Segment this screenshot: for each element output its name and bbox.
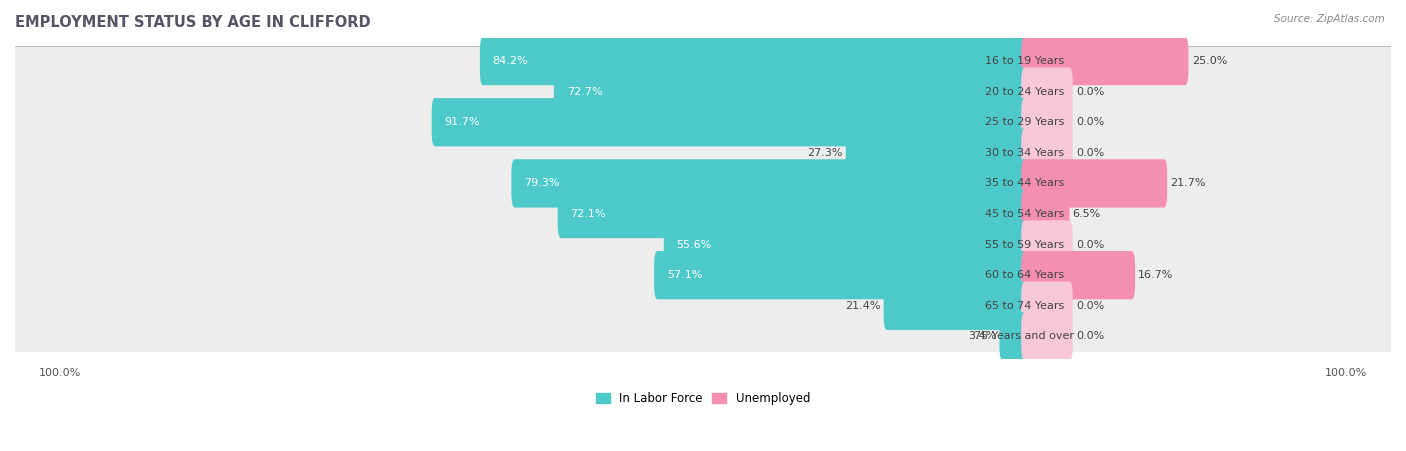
Bar bbox=[15, 168, 1391, 199]
Bar bbox=[15, 321, 1391, 352]
Bar bbox=[15, 290, 1391, 321]
FancyBboxPatch shape bbox=[1021, 221, 1073, 269]
Text: 0.0%: 0.0% bbox=[1076, 331, 1104, 341]
FancyBboxPatch shape bbox=[1021, 312, 1073, 360]
Bar bbox=[15, 229, 1391, 260]
FancyBboxPatch shape bbox=[884, 281, 1028, 330]
Text: 35 to 44 Years: 35 to 44 Years bbox=[984, 179, 1064, 189]
FancyBboxPatch shape bbox=[1021, 37, 1188, 85]
Bar bbox=[15, 107, 1391, 138]
FancyBboxPatch shape bbox=[1021, 281, 1073, 330]
FancyBboxPatch shape bbox=[1000, 312, 1028, 360]
Text: 3.4%: 3.4% bbox=[967, 331, 997, 341]
Text: 0.0%: 0.0% bbox=[1076, 239, 1104, 249]
FancyBboxPatch shape bbox=[1021, 129, 1073, 177]
Text: 21.4%: 21.4% bbox=[845, 301, 880, 311]
Text: 72.1%: 72.1% bbox=[571, 209, 606, 219]
Text: Source: ZipAtlas.com: Source: ZipAtlas.com bbox=[1274, 14, 1385, 23]
Text: 25 to 29 Years: 25 to 29 Years bbox=[984, 117, 1064, 127]
FancyBboxPatch shape bbox=[432, 98, 1028, 147]
Text: 0.0%: 0.0% bbox=[1076, 117, 1104, 127]
Text: 27.3%: 27.3% bbox=[807, 148, 842, 158]
FancyBboxPatch shape bbox=[1021, 68, 1073, 116]
FancyBboxPatch shape bbox=[1021, 251, 1135, 299]
FancyBboxPatch shape bbox=[664, 221, 1028, 269]
FancyBboxPatch shape bbox=[479, 37, 1028, 85]
Bar bbox=[15, 260, 1391, 290]
Text: 16 to 19 Years: 16 to 19 Years bbox=[986, 56, 1064, 66]
Bar bbox=[15, 199, 1391, 229]
Text: 55.6%: 55.6% bbox=[676, 239, 711, 249]
Text: 79.3%: 79.3% bbox=[524, 179, 560, 189]
Text: 72.7%: 72.7% bbox=[567, 87, 602, 97]
FancyBboxPatch shape bbox=[512, 159, 1028, 207]
Text: 0.0%: 0.0% bbox=[1076, 148, 1104, 158]
Text: 20 to 24 Years: 20 to 24 Years bbox=[984, 87, 1064, 97]
Text: 75 Years and over: 75 Years and over bbox=[974, 331, 1074, 341]
Text: 55 to 59 Years: 55 to 59 Years bbox=[986, 239, 1064, 249]
Text: 84.2%: 84.2% bbox=[492, 56, 529, 66]
Legend: In Labor Force, Unemployed: In Labor Force, Unemployed bbox=[596, 392, 810, 405]
Text: 91.7%: 91.7% bbox=[444, 117, 479, 127]
Text: 45 to 54 Years: 45 to 54 Years bbox=[984, 209, 1064, 219]
FancyBboxPatch shape bbox=[846, 129, 1028, 177]
Text: 30 to 34 Years: 30 to 34 Years bbox=[986, 148, 1064, 158]
FancyBboxPatch shape bbox=[654, 251, 1028, 299]
FancyBboxPatch shape bbox=[558, 190, 1028, 238]
Bar bbox=[15, 76, 1391, 107]
Text: 60 to 64 Years: 60 to 64 Years bbox=[986, 270, 1064, 280]
Text: 16.7%: 16.7% bbox=[1139, 270, 1174, 280]
Text: 0.0%: 0.0% bbox=[1076, 87, 1104, 97]
Text: 25.0%: 25.0% bbox=[1192, 56, 1227, 66]
Text: 0.0%: 0.0% bbox=[1076, 301, 1104, 311]
FancyBboxPatch shape bbox=[1021, 98, 1073, 147]
FancyBboxPatch shape bbox=[1021, 159, 1167, 207]
FancyBboxPatch shape bbox=[554, 68, 1028, 116]
Text: EMPLOYMENT STATUS BY AGE IN CLIFFORD: EMPLOYMENT STATUS BY AGE IN CLIFFORD bbox=[15, 15, 371, 30]
Bar bbox=[15, 138, 1391, 168]
Text: 21.7%: 21.7% bbox=[1170, 179, 1206, 189]
Bar bbox=[15, 46, 1391, 76]
FancyBboxPatch shape bbox=[1021, 190, 1070, 238]
Text: 65 to 74 Years: 65 to 74 Years bbox=[984, 301, 1064, 311]
Text: 6.5%: 6.5% bbox=[1073, 209, 1101, 219]
Text: 57.1%: 57.1% bbox=[666, 270, 703, 280]
